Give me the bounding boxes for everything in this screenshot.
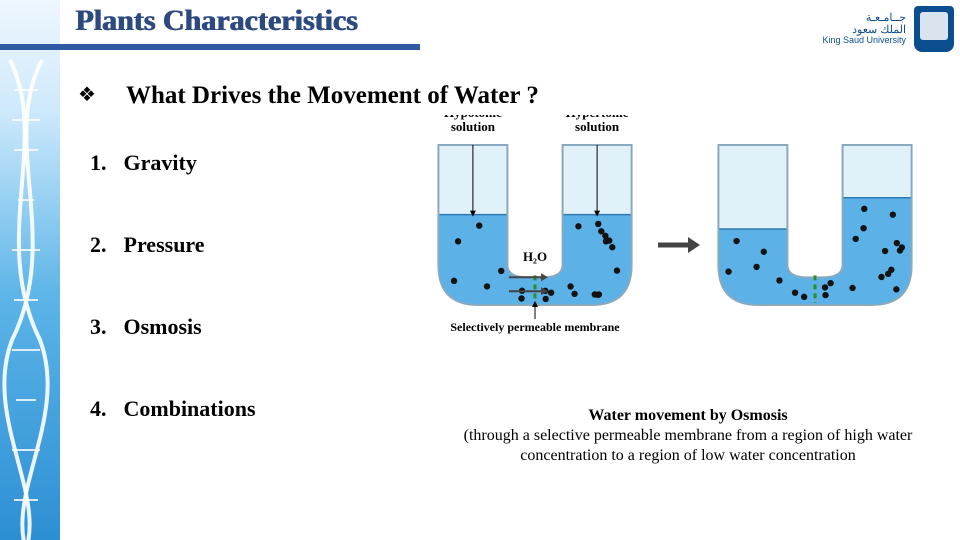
- page-title: Plants Characteristics: [75, 4, 357, 38]
- left-sidebar: [0, 0, 60, 540]
- list-label: Gravity: [124, 150, 197, 175]
- logo-line-3: King Saud University: [822, 36, 906, 46]
- diamond-bullet-icon: ❖: [78, 84, 96, 106]
- list-item: 1. Gravity: [90, 150, 256, 176]
- subtitle-row: ❖ What Drives the Movement of Water ?: [78, 82, 539, 110]
- shield-icon: [914, 6, 954, 52]
- list-num: 1.: [90, 150, 118, 176]
- list-label: Pressure: [124, 232, 205, 257]
- drivers-list: 1. Gravity 2. Pressure 3. Osmosis 4. Com…: [90, 150, 256, 478]
- svg-text:Hypertonicsolution: Hypertonicsolution: [566, 115, 629, 134]
- svg-text:Hypotonicsolution: Hypotonicsolution: [444, 115, 502, 134]
- osmosis-diagram: Hypotonicsolution Hypertonicsolution H₂O Se…: [420, 115, 930, 395]
- list-item: 4. Combinations: [90, 396, 256, 422]
- list-num: 4.: [90, 396, 118, 422]
- university-logo: جــامـعـة الملك سعود King Saud Universit…: [754, 2, 954, 56]
- list-item: 3. Osmosis: [90, 314, 256, 340]
- svg-text:Selectively permeable membrane: Selectively permeable membrane: [450, 320, 620, 334]
- logo-line-1: جــامـعـة: [822, 12, 906, 24]
- caption-body: (through a selective permeable membrane …: [464, 427, 913, 464]
- logo-text: جــامـعـة الملك سعود King Saud Universit…: [822, 12, 906, 46]
- caption-bold: Water movement by Osmosis: [588, 407, 787, 424]
- list-num: 2.: [90, 232, 118, 258]
- list-label: Combinations: [124, 396, 256, 421]
- diagram-caption: Water movement by Osmosis (through a sel…: [438, 406, 938, 466]
- list-item: 2. Pressure: [90, 232, 256, 258]
- list-num: 3.: [90, 314, 118, 340]
- subtitle-text: What Drives the Movement of Water ?: [126, 82, 539, 109]
- svg-text:H₂O: H₂O: [523, 249, 547, 264]
- title-underline: [0, 44, 420, 50]
- dna-helix-icon: [0, 0, 60, 540]
- list-label: Osmosis: [124, 314, 202, 339]
